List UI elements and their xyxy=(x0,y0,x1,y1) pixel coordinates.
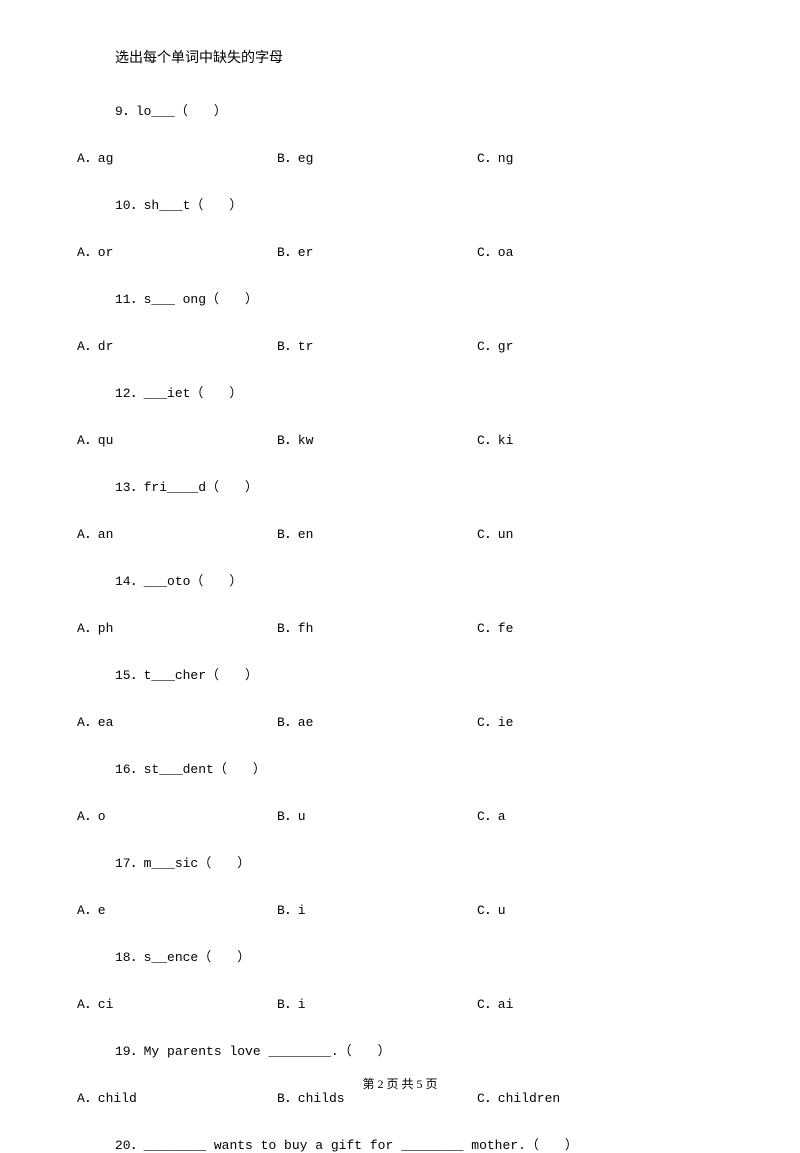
question-11: 11．s___ ong（ ） A．dr B．tr C．gr xyxy=(0,288,800,354)
options-row: A．ci B．i C．ai xyxy=(77,993,800,1012)
option-b: B．fh xyxy=(277,617,477,636)
options-row: A．e B．i C．u xyxy=(77,899,800,918)
option-c: C．gr xyxy=(477,335,677,354)
option-c: C．a xyxy=(477,805,677,824)
option-c: C．u xyxy=(477,899,677,918)
q-number: 12 xyxy=(115,386,131,401)
q-number: 16 xyxy=(115,762,131,777)
question-text: 20．________ wants to buy a gift for ____… xyxy=(115,1134,800,1153)
option-b: B．i xyxy=(277,993,477,1012)
option-a: A．o xyxy=(77,805,277,824)
q-body: s___ ong（ ） xyxy=(144,292,258,307)
options-row: A．o B．u C．a xyxy=(77,805,800,824)
section-title: 选出每个单词中缺失的字母 xyxy=(115,47,800,67)
option-c: C．ie xyxy=(477,711,677,730)
q-body: My parents love ________.（ ） xyxy=(144,1044,391,1059)
option-b: B．eg xyxy=(277,147,477,166)
option-b: B．ae xyxy=(277,711,477,730)
question-18: 18．s__ence（ ） A．ci B．i C．ai xyxy=(0,946,800,1012)
q-body: ___oto（ ） xyxy=(144,574,243,589)
question-text: 17．m___sic（ ） xyxy=(115,852,800,871)
option-b: B．i xyxy=(277,899,477,918)
option-c: C．fe xyxy=(477,617,677,636)
q-number: 19 xyxy=(115,1044,131,1059)
option-c: C．ai xyxy=(477,993,677,1012)
q-body: t___cher（ ） xyxy=(144,668,258,683)
question-text: 11．s___ ong（ ） xyxy=(115,288,800,307)
option-b: B．kw xyxy=(277,429,477,448)
option-b: B．u xyxy=(277,805,477,824)
q-body: st___dent（ ） xyxy=(144,762,266,777)
question-12: 12．___iet（ ） A．qu B．kw C．ki xyxy=(0,382,800,448)
question-text: 10．sh___t（ ） xyxy=(115,194,800,213)
q-body: ___iet（ ） xyxy=(144,386,243,401)
q-body: fri____d（ ） xyxy=(144,480,258,495)
option-c: C．un xyxy=(477,523,677,542)
question-text: 14．___oto（ ） xyxy=(115,570,800,589)
question-14: 14．___oto（ ） A．ph B．fh C．fe xyxy=(0,570,800,636)
option-a: A．ea xyxy=(77,711,277,730)
q-number: 13 xyxy=(115,480,131,495)
question-15: 15．t___cher（ ） A．ea B．ae C．ie xyxy=(0,664,800,730)
q-body: s__ence（ ） xyxy=(144,950,251,965)
q-number: 11 xyxy=(115,292,131,307)
question-17: 17．m___sic（ ） A．e B．i C．u xyxy=(0,852,800,918)
q-body: lo___（ ） xyxy=(136,104,227,119)
question-9: 9．lo___（ ） A．ag B．eg C．ng xyxy=(0,100,800,166)
question-text: 12．___iet（ ） xyxy=(115,382,800,401)
question-16: 16．st___dent（ ） A．o B．u C．a xyxy=(0,758,800,824)
option-c: C．ki xyxy=(477,429,677,448)
options-row: A．an B．en C．un xyxy=(77,523,800,542)
option-a: A．ci xyxy=(77,993,277,1012)
option-a: A．ph xyxy=(77,617,277,636)
q-number: 18 xyxy=(115,950,131,965)
option-a: A．qu xyxy=(77,429,277,448)
q-body: sh___t（ ） xyxy=(144,198,243,213)
options-row: A．ag B．eg C．ng xyxy=(77,147,800,166)
option-a: A．or xyxy=(77,241,277,260)
question-text: 13．fri____d（ ） xyxy=(115,476,800,495)
options-row: A．ea B．ae C．ie xyxy=(77,711,800,730)
q-body: ________ wants to buy a gift for _______… xyxy=(144,1138,578,1153)
option-b: B．en xyxy=(277,523,477,542)
q-number: 17 xyxy=(115,856,131,871)
q-number: 9 xyxy=(115,104,123,119)
option-a: A．e xyxy=(77,899,277,918)
options-row: A．ph B．fh C．fe xyxy=(77,617,800,636)
question-10: 10．sh___t（ ） A．or B．er C．oa xyxy=(0,194,800,260)
question-19: 19．My parents love ________.（ ） A．child … xyxy=(0,1040,800,1106)
option-c: C．ng xyxy=(477,147,677,166)
option-c: C．oa xyxy=(477,241,677,260)
page-footer: 第 2 页 共 5 页 xyxy=(0,1075,800,1092)
q-body: m___sic（ ） xyxy=(144,856,251,871)
question-20: 20．________ wants to buy a gift for ____… xyxy=(0,1134,800,1153)
q-number: 14 xyxy=(115,574,131,589)
options-row: A．qu B．kw C．ki xyxy=(77,429,800,448)
question-text: 16．st___dent（ ） xyxy=(115,758,800,777)
q-number: 20 xyxy=(115,1138,131,1153)
q-number: 10 xyxy=(115,198,131,213)
question-text: 19．My parents love ________.（ ） xyxy=(115,1040,800,1059)
option-b: B．tr xyxy=(277,335,477,354)
option-a: A．an xyxy=(77,523,277,542)
question-text: 9．lo___（ ） xyxy=(115,100,800,119)
question-13: 13．fri____d（ ） A．an B．en C．un xyxy=(0,476,800,542)
question-text: 15．t___cher（ ） xyxy=(115,664,800,683)
question-text: 18．s__ence（ ） xyxy=(115,946,800,965)
option-a: A．ag xyxy=(77,147,277,166)
q-number: 15 xyxy=(115,668,131,683)
options-row: A．dr B．tr C．gr xyxy=(77,335,800,354)
options-row: A．or B．er C．oa xyxy=(77,241,800,260)
option-a: A．dr xyxy=(77,335,277,354)
option-b: B．er xyxy=(277,241,477,260)
